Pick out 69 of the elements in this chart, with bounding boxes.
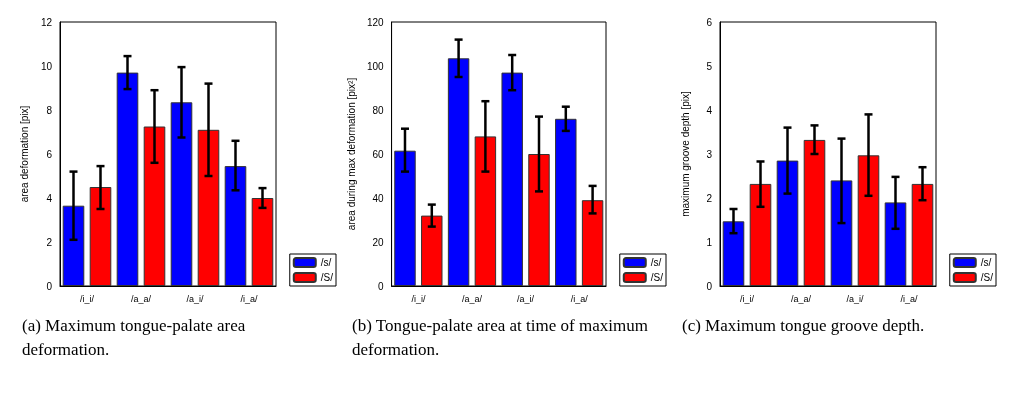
x-tick-label: /a_a/ (461, 293, 483, 304)
bar (143, 126, 166, 286)
bar (116, 72, 139, 286)
bar (776, 160, 799, 286)
bar (62, 205, 85, 286)
y-tick-label: 10 (40, 60, 53, 72)
bar (474, 136, 497, 286)
bar (722, 221, 745, 286)
legend-label: /S/ (650, 272, 664, 283)
bar (501, 72, 523, 286)
y-tick-label: 100 (366, 60, 385, 72)
bar (528, 154, 550, 286)
bar (447, 58, 470, 286)
y-axis-title: area during max deformation [pix²] (345, 77, 357, 231)
legend-label: /s/ (320, 257, 332, 268)
y-tick-label: 3 (706, 148, 713, 160)
y-tick-label: 0 (706, 280, 713, 292)
bar (830, 180, 853, 286)
bar (89, 187, 112, 286)
bar (197, 129, 220, 286)
y-tick-label: 80 (372, 104, 385, 116)
bar (555, 118, 577, 286)
legend-label: /s/ (980, 257, 992, 268)
x-tick-label: /a_a/ (790, 293, 812, 304)
y-tick-label: 6 (706, 16, 713, 28)
y-tick-label: 0 (46, 280, 53, 292)
y-tick-label: 1 (706, 236, 713, 248)
x-tick-label: /a_a/ (130, 293, 152, 304)
x-tick-label: /i_a/ (900, 293, 918, 304)
y-tick-label: 8 (46, 104, 53, 116)
y-tick-label: 12 (40, 16, 53, 28)
x-tick-label: /i_a/ (240, 293, 258, 304)
x-tick-label: /a_i/ (846, 293, 864, 304)
x-tick-label: /i_i/ (411, 293, 426, 304)
bar (421, 215, 443, 286)
x-tick-label: /a_i/ (517, 293, 535, 304)
y-tick-label: 4 (706, 104, 713, 116)
y-tick-label: 20 (372, 236, 385, 248)
bar (394, 150, 416, 286)
y-axis-title: area deformation [pix] (19, 105, 31, 203)
y-tick-label: 40 (372, 192, 385, 204)
legend-label: /s/ (650, 257, 662, 268)
bar (911, 183, 934, 286)
bar (884, 202, 907, 286)
bar (581, 200, 604, 286)
y-tick-label: 0 (378, 280, 385, 292)
y-tick-label: 2 (46, 236, 53, 248)
y-axis-title: maximum groove depth [pix] (679, 90, 691, 217)
bar (224, 166, 247, 286)
text: (b) Tongue-palate area at time of maximum deformation. (351, 315, 649, 361)
bar (251, 198, 274, 286)
y-tick-label: 4 (46, 192, 53, 204)
x-tick-label: /a_i/ (186, 293, 204, 304)
text: (a) Maximum tongue-palate area deformation. (21, 315, 247, 361)
y-tick-label: 120 (366, 16, 385, 28)
bar (170, 102, 193, 286)
y-tick-label: 60 (372, 148, 385, 160)
text: (c) Maximum tongue groove depth. (681, 315, 926, 337)
bar (749, 183, 772, 286)
y-tick-label: 5 (706, 60, 713, 72)
bar (803, 139, 826, 286)
legend-label: /S/ (980, 272, 994, 283)
x-tick-label: /i_i/ (739, 293, 755, 304)
y-tick-label: 2 (706, 192, 713, 204)
bar (857, 155, 880, 286)
y-tick-label: 6 (46, 148, 53, 160)
x-tick-label: /i_i/ (79, 293, 95, 304)
x-tick-label: /i_a/ (570, 293, 589, 304)
legend-label: /S/ (320, 272, 334, 283)
